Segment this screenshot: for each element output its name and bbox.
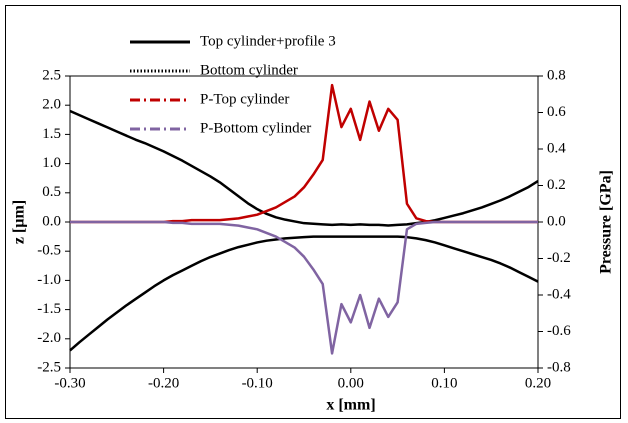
x-tick-label: -0.30 xyxy=(54,375,85,391)
y-tick-label: 2.0 xyxy=(42,97,61,113)
x-tick-label: 0.20 xyxy=(525,375,551,391)
series-line xyxy=(70,220,538,355)
y-tick-label: -1.0 xyxy=(37,272,61,288)
y2-tick-label: -0.2 xyxy=(547,250,571,266)
y-tick-label: 1.5 xyxy=(42,126,61,142)
x-tick-label: 0.10 xyxy=(431,375,457,391)
y2-tick-label: 0.6 xyxy=(547,104,566,120)
x-tick-label: -0.10 xyxy=(242,375,273,391)
y2-tick-label: -0.6 xyxy=(547,323,571,339)
x-tick-label: 0.00 xyxy=(338,375,364,391)
y-tick-label: 2.5 xyxy=(42,67,61,83)
y2-tick-label: -0.4 xyxy=(547,286,571,302)
y2-tick-label: 0.0 xyxy=(547,213,566,229)
y2-tick-label: 0.4 xyxy=(547,140,566,156)
y-tick-label: 0.5 xyxy=(42,184,61,200)
y2-tick-label: -0.8 xyxy=(547,359,571,375)
x-axis-title: x [mm] xyxy=(326,397,375,414)
y-tick-label: 0.0 xyxy=(42,213,61,229)
y2-tick-label: 0.2 xyxy=(547,177,566,193)
y-tick-label: -2.5 xyxy=(37,359,61,375)
series-line xyxy=(69,235,539,352)
series-line xyxy=(69,109,539,227)
y-axis-title: z [µm] xyxy=(11,200,28,244)
x-tick-label: -0.20 xyxy=(148,375,179,391)
y-tick-label: -1.5 xyxy=(37,301,61,317)
y-tick-label: 1.0 xyxy=(42,155,61,171)
y-tick-label: -0.5 xyxy=(37,243,61,259)
y2-axis-title: Pressure [GPa] xyxy=(598,170,615,274)
legend-label: P-Bottom cylinder xyxy=(200,120,311,136)
legend-label: P-Top cylinder xyxy=(200,91,289,107)
legend-label: Top cylinder+profile 3 xyxy=(200,33,336,49)
legend-label: Bottom cylinder xyxy=(200,62,298,78)
y-tick-label: -2.0 xyxy=(37,330,61,346)
series-line xyxy=(70,83,538,224)
y2-tick-label: 0.8 xyxy=(547,67,566,83)
chart-border xyxy=(5,5,621,419)
